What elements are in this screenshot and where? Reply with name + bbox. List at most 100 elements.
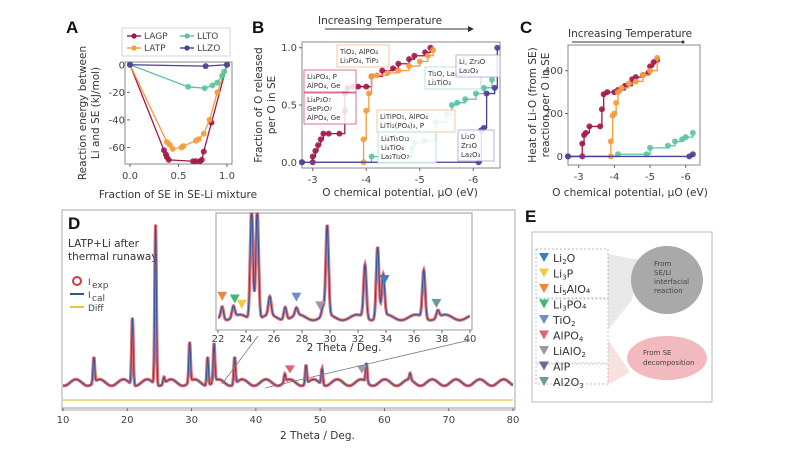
group-box-decomposition xyxy=(535,298,609,364)
legend-label-llto: LLTO xyxy=(197,32,218,42)
data-point-llzo xyxy=(299,159,305,166)
panel-a-ylabel: Reaction energy between Li and SE (kJ/mol… xyxy=(77,46,102,180)
x-tick-label: 50 xyxy=(314,415,327,426)
phase-triangle-alp xyxy=(539,361,549,371)
panel-d-title-line-1: LATP+Li after xyxy=(68,238,140,250)
annotation-text: Li₂TiO₃ xyxy=(428,79,451,87)
panel-b-xlabel: O chemical potential, μO (eV) xyxy=(322,187,478,199)
bubble-connector-decomposition xyxy=(608,340,630,385)
data-point-lagp xyxy=(198,156,205,163)
data-point-llzo xyxy=(483,90,490,97)
annotation-text: GeP₂O₇ xyxy=(307,105,332,113)
data-point-latp xyxy=(180,143,187,150)
legend-label-llzo: LLZO xyxy=(197,44,220,54)
y-tick-label: 200 xyxy=(544,109,563,120)
phase-label-lialo2: LiAlO2 xyxy=(553,345,586,359)
group-box-interfacial xyxy=(535,248,609,299)
data-point-lagp xyxy=(647,63,654,70)
inset-phase-marker-li2o xyxy=(379,275,390,285)
data-point-llto xyxy=(488,76,495,83)
y-tick-label: -20 xyxy=(109,88,125,99)
panel-d-label: D xyxy=(68,214,80,233)
panel-c-label: C xyxy=(520,18,532,37)
data-point-latp xyxy=(632,78,639,85)
y-tick-label: -40 xyxy=(109,115,125,126)
legend-marker-llto xyxy=(184,33,190,39)
data-point-latp xyxy=(613,99,620,106)
data-point-lagp xyxy=(586,123,593,130)
phase-triangle-lialo2 xyxy=(539,346,549,355)
y-axis-label-line: Heat of Li-O (from SE) xyxy=(527,47,539,162)
data-point-lagp xyxy=(325,130,332,137)
panel-a-xlabel: Fraction of SE in SE-Li mixture xyxy=(99,189,257,201)
annotation-text: LiTiPO₅, AlPO₄ xyxy=(380,113,428,121)
data-point-latp xyxy=(607,138,614,145)
data-point-lagp xyxy=(315,142,322,149)
data-point-lagp xyxy=(317,136,324,143)
y-tick-label: 0 xyxy=(557,152,563,163)
inset-zoom-line-left xyxy=(221,335,259,385)
bubble-decomposition-line: From SE xyxy=(643,349,671,357)
y-axis-label-line: per O in SE xyxy=(266,76,278,135)
data-point-lagp xyxy=(312,147,319,154)
panel-c-xlabel: O chemical potential, μO (eV) xyxy=(552,187,708,199)
data-point-llzo xyxy=(127,61,133,68)
legend-marker-llzo xyxy=(184,45,190,51)
series-line-latp xyxy=(129,64,228,150)
bubble-interfacial-line: From xyxy=(654,260,672,268)
inset-phase-marker-lialo2 xyxy=(315,301,326,311)
x-tick-label: -3 xyxy=(574,172,584,183)
panel-b: B Fraction of O released per O in SE Incr… xyxy=(252,15,501,199)
data-point-llto xyxy=(368,153,375,160)
panel-d-plot-frame xyxy=(61,209,516,411)
data-point-latp xyxy=(368,73,375,80)
annotation-text: Li₄P₂O₇ xyxy=(307,96,331,104)
y-tick-label: -60 xyxy=(109,143,125,154)
data-point-latp xyxy=(430,47,437,54)
phase-marker-alpo4 xyxy=(284,365,295,374)
data-point-llto xyxy=(689,129,696,136)
y-axis-label-line: Fraction of O released xyxy=(253,47,265,162)
inset-zoom-line-right xyxy=(264,339,471,389)
legend-label-lagp: LAGP xyxy=(144,32,168,42)
data-point-llto xyxy=(647,144,654,151)
series-line-llzo xyxy=(129,64,228,67)
inset-tick-label: 28 xyxy=(296,334,309,345)
bubble-interfacial-line: reaction xyxy=(654,287,683,295)
inset-tick-label: 24 xyxy=(240,334,253,345)
data-point-latp xyxy=(625,80,632,87)
x-tick-label: -3 xyxy=(308,175,318,186)
y-axis-label-line: reaction per O in SE xyxy=(540,53,552,158)
x-tick-label: -5 xyxy=(645,172,655,183)
inset-tick-label: 34 xyxy=(380,334,393,345)
data-point-lagp xyxy=(598,106,605,113)
panel-b-label: B xyxy=(252,18,264,37)
data-point-llzo xyxy=(565,153,571,160)
panel-d-main-pattern xyxy=(62,224,514,401)
annotation-text: Li₂O xyxy=(461,133,476,141)
data-point-llto xyxy=(209,82,216,89)
data-point-latp xyxy=(654,54,661,61)
legend-ical-sub: cal xyxy=(92,294,105,304)
bubble-interfacial xyxy=(631,246,703,314)
data-point-lagp xyxy=(604,89,611,96)
phase-triangle-al2o3 xyxy=(539,377,549,386)
y-tick-label: 1.0 xyxy=(281,43,297,54)
panel-a: A Reaction energy between Li and SE (kJ/m… xyxy=(66,18,257,201)
x-tick-label: 20 xyxy=(121,415,134,426)
data-point-latp xyxy=(363,107,370,114)
legend-marker-latp xyxy=(131,45,137,51)
legend-marker-lagp xyxy=(131,33,137,39)
data-point-lagp xyxy=(320,130,327,137)
annotation-text: La₂Ti₂O₇ xyxy=(381,153,409,161)
phase-label-alpo4: AlPO4 xyxy=(553,330,584,344)
annotation-text: Zr₃O xyxy=(461,142,477,150)
series-line-llto xyxy=(568,132,694,158)
x-tick-label: -6 xyxy=(468,175,478,186)
data-point-lagp xyxy=(389,65,396,72)
data-point-llto xyxy=(672,138,679,145)
annotation-text: AlPO₄, Ge xyxy=(307,82,340,90)
